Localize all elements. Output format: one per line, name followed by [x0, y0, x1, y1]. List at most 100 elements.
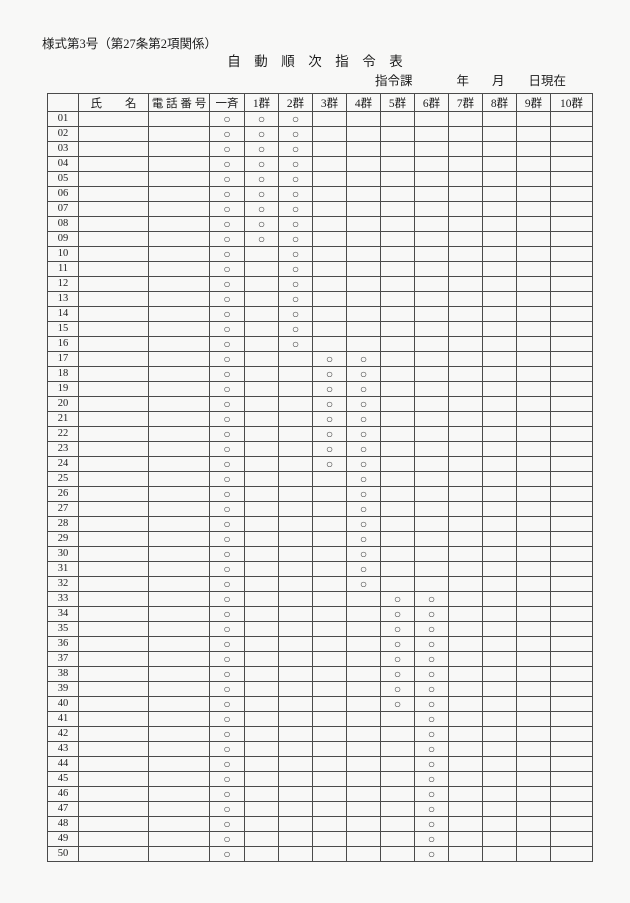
row-number-cell: 32: [47, 576, 79, 592]
table-row: 02 ○ ○ ○: [47, 126, 593, 142]
mark-cell-g6: [414, 546, 449, 562]
mark-cell-g9: [516, 651, 551, 667]
mark-cell-g6: [414, 156, 449, 172]
mark-cell-g7: [448, 606, 483, 622]
mark-cell-g2: ○: [278, 246, 313, 262]
row-number-cell: 26: [47, 486, 79, 502]
mark-cell-g9: [516, 261, 551, 277]
table-row: 13 ○ ○: [47, 291, 593, 307]
mark-cell-g7: [448, 186, 483, 202]
mark-cell-g3: [312, 696, 347, 712]
phone-cell: [148, 156, 210, 172]
mark-cell-all: ○: [209, 846, 245, 862]
phone-cell: [148, 216, 210, 232]
mark-cell-g2: [278, 471, 313, 487]
page-title: 自 動 順 次 指 令 表: [227, 54, 403, 69]
name-cell: [78, 756, 149, 772]
mark-cell-g2: [278, 501, 313, 517]
mark-cell-g4: [346, 786, 381, 802]
phone-cell: [148, 696, 210, 712]
mark-cell-g7: [448, 621, 483, 637]
mark-cell-all: ○: [209, 576, 245, 592]
mark-cell-g6: [414, 441, 449, 457]
mark-cell-g4: ○: [346, 516, 381, 532]
mark-cell-g4: ○: [346, 471, 381, 487]
mark-cell-g3: ○: [312, 351, 347, 367]
mark-cell-g1: [244, 771, 279, 787]
name-cell: [78, 246, 149, 262]
phone-cell: [148, 576, 210, 592]
mark-cell-all: ○: [209, 141, 245, 157]
mark-cell-g2: ○: [278, 291, 313, 307]
name-cell: [78, 516, 149, 532]
mark-cell-g5: [380, 201, 415, 217]
month-label: 月: [492, 74, 505, 88]
mark-cell-g1: [244, 426, 279, 442]
row-number-cell: 22: [47, 426, 79, 442]
name-cell: [78, 231, 149, 247]
mark-cell-g4: ○: [346, 351, 381, 367]
name-cell: [78, 501, 149, 517]
mark-cell-g1: [244, 471, 279, 487]
mark-cell-g7: [448, 321, 483, 337]
name-cell: [78, 636, 149, 652]
mark-cell-g3: [312, 501, 347, 517]
mark-cell-g7: [448, 141, 483, 157]
mark-cell-g7: [448, 771, 483, 787]
mark-cell-g10: [550, 756, 593, 772]
name-cell: [78, 186, 149, 202]
row-number-cell: 16: [47, 336, 79, 352]
row-number-cell: 02: [47, 126, 79, 142]
row-number-cell: 01: [47, 111, 79, 127]
table-row: 28 ○ ○: [47, 516, 593, 532]
table-row: 48 ○ ○: [47, 816, 593, 832]
phone-cell: [148, 441, 210, 457]
mark-cell-g1: [244, 711, 279, 727]
mark-cell-g9: [516, 186, 551, 202]
mark-cell-g2: [278, 666, 313, 682]
mark-cell-g5: [380, 486, 415, 502]
mark-cell-g9: [516, 801, 551, 817]
name-cell: [78, 621, 149, 637]
mark-cell-g9: [516, 696, 551, 712]
mark-cell-g10: [550, 276, 593, 292]
mark-cell-all: ○: [209, 516, 245, 532]
mark-cell-g4: [346, 276, 381, 292]
name-cell: [78, 381, 149, 397]
name-cell: [78, 546, 149, 562]
mark-cell-g8: [482, 351, 517, 367]
mark-cell-g4: ○: [346, 576, 381, 592]
mark-cell-g9: [516, 441, 551, 457]
mark-cell-g10: [550, 171, 593, 187]
mark-cell-g10: [550, 201, 593, 217]
mark-cell-g10: [550, 426, 593, 442]
mark-cell-g7: [448, 801, 483, 817]
table-row: 39 ○ ○ ○: [47, 681, 593, 697]
mark-cell-g2: [278, 726, 313, 742]
row-number-cell: 45: [47, 771, 79, 787]
mark-cell-g3: [312, 846, 347, 862]
mark-cell-g4: [346, 186, 381, 202]
mark-cell-g4: [346, 741, 381, 757]
table-row: 35 ○ ○ ○: [47, 621, 593, 637]
mark-cell-g1: [244, 486, 279, 502]
mark-cell-g6: ○: [414, 786, 449, 802]
mark-cell-g10: [550, 411, 593, 427]
name-cell: [78, 666, 149, 682]
mark-cell-g6: [414, 351, 449, 367]
mark-cell-g2: ○: [278, 231, 313, 247]
mark-cell-g3: [312, 276, 347, 292]
mark-cell-g9: [516, 486, 551, 502]
mark-cell-g7: [448, 201, 483, 217]
mark-cell-g4: ○: [346, 366, 381, 382]
mark-cell-g5: [380, 336, 415, 352]
mark-cell-g5: [380, 726, 415, 742]
row-number-cell: 13: [47, 291, 79, 307]
table-row: 34 ○ ○ ○: [47, 606, 593, 622]
row-number-cell: 21: [47, 411, 79, 427]
column-header-name: 氏 名: [78, 93, 149, 112]
row-number-cell: 18: [47, 366, 79, 382]
mark-cell-all: ○: [209, 666, 245, 682]
name-cell: [78, 126, 149, 142]
mark-cell-g8: [482, 696, 517, 712]
